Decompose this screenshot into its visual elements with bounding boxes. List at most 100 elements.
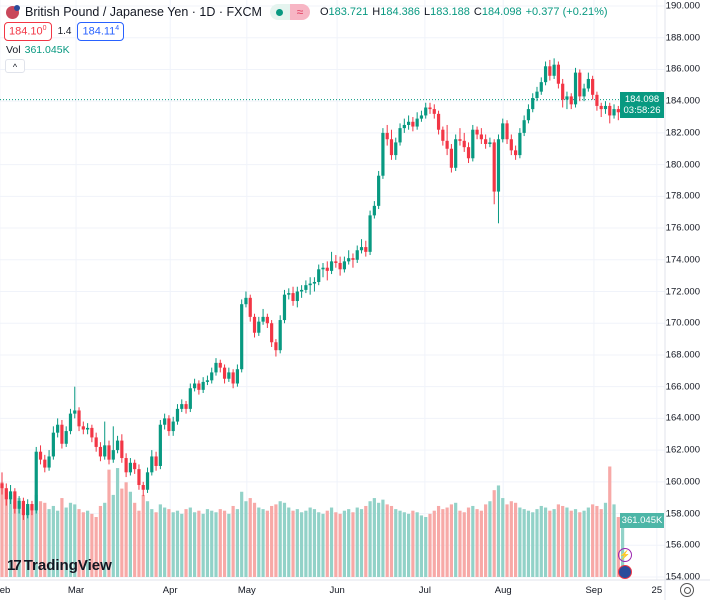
volume-bar <box>616 517 620 577</box>
price-tick-label: 184.000 <box>665 95 700 107</box>
close-value: 184.098 <box>481 6 522 18</box>
gbp-jpy-flag-icon <box>6 4 20 19</box>
volume-bar <box>257 507 261 577</box>
candle-body <box>98 446 103 457</box>
candle-body <box>612 109 616 116</box>
candle-body <box>329 261 334 271</box>
candle-body <box>599 105 603 110</box>
candle-body <box>133 462 137 470</box>
volume-bar <box>556 504 560 577</box>
tradingview-logo-mark: 17 <box>7 557 22 574</box>
volume-bar <box>317 512 321 577</box>
candle-body <box>26 504 30 516</box>
volume-bar <box>445 507 449 577</box>
settings-gear-icon[interactable] <box>680 583 694 597</box>
volume-bar <box>154 512 158 577</box>
volume-bar <box>586 507 590 577</box>
volume-bar <box>509 501 513 577</box>
lightning-icon[interactable]: ⚡ <box>618 548 632 562</box>
volume-bar <box>419 515 424 577</box>
collapse-legend-button[interactable]: ^ <box>5 59 25 73</box>
volume-bar <box>133 502 137 577</box>
candle-body <box>389 139 394 156</box>
volume-bar <box>543 507 548 577</box>
candle-body <box>287 293 291 295</box>
sell-price: 184.10 <box>9 25 43 38</box>
candle-body <box>488 142 492 144</box>
volume-bar <box>359 509 364 577</box>
volume-bar <box>261 509 265 577</box>
candle-body <box>244 297 248 305</box>
candle-body <box>34 451 38 511</box>
volume-bar <box>167 509 171 577</box>
sell-button[interactable]: 184.100 <box>4 22 52 41</box>
candle-body <box>522 120 526 133</box>
volume-bar <box>488 501 492 577</box>
volume-bar <box>466 507 471 577</box>
candle-body <box>347 258 351 262</box>
volume-bar <box>407 513 411 577</box>
candle-body <box>535 91 539 98</box>
candle-body <box>141 485 145 490</box>
volume-bar <box>158 504 162 577</box>
candle-body <box>428 107 432 110</box>
candle-body <box>454 139 458 168</box>
price-tick-label: 166.000 <box>665 381 700 393</box>
volume-bar <box>582 510 586 577</box>
candle-body <box>0 483 4 489</box>
time-tick-label: Sep <box>585 585 603 596</box>
volume-bar <box>304 510 308 577</box>
volume-bar <box>372 498 376 577</box>
volume-bar <box>377 502 381 577</box>
volume-bar <box>608 466 612 577</box>
volume-bar <box>34 494 38 577</box>
candle-body <box>338 262 342 270</box>
buy-button[interactable]: 184.114 <box>77 22 125 41</box>
price-tick-label: 178.000 <box>665 190 700 202</box>
volume-bar <box>355 507 359 577</box>
candle-body <box>321 267 325 270</box>
market-open-icon[interactable] <box>269 4 290 20</box>
tradingview-logo[interactable]: 17 TradingView <box>7 557 112 574</box>
volume-bar <box>137 510 141 577</box>
candle-body <box>282 294 287 321</box>
symbol-title[interactable]: British Pound / Japanese Yen · 1D · FXCM <box>25 5 262 19</box>
candle-body <box>158 424 162 466</box>
candle-body <box>556 64 560 84</box>
volume-bar <box>471 505 475 577</box>
price-tick-label: 176.000 <box>665 222 700 234</box>
candle-body <box>56 424 60 433</box>
price-tick-label: 158.000 <box>665 508 700 520</box>
price-tick-label: 162.000 <box>665 444 700 456</box>
spread-value: 1.4 <box>57 25 72 37</box>
close-label: C <box>473 6 482 18</box>
open-value: 183.721 <box>328 6 369 18</box>
volume-bar <box>475 509 479 577</box>
candle-body <box>445 140 449 149</box>
time-tick-label: Apr <box>162 585 178 596</box>
volume-bar <box>501 498 505 577</box>
candle-body <box>505 123 509 140</box>
volume-bar <box>111 494 115 577</box>
uk-flag-icon[interactable] <box>618 565 632 579</box>
approx-icon[interactable]: ≈ <box>289 4 310 20</box>
candle-body <box>402 124 406 129</box>
volume-legend: Vol 361.045K <box>6 44 70 56</box>
volume-bar <box>539 505 543 577</box>
volume-bar <box>573 509 578 577</box>
volume-bar <box>201 513 205 577</box>
candle-body <box>214 362 218 373</box>
buy-price: 184.11 <box>82 25 116 38</box>
volume-bar <box>193 512 197 577</box>
candle-body <box>81 426 85 430</box>
volume-bar <box>329 507 334 577</box>
candle-body <box>492 142 496 192</box>
low-label: L <box>423 6 431 18</box>
volume-bar <box>4 488 8 577</box>
volume-bar <box>454 502 458 577</box>
candle-body <box>94 437 98 447</box>
candle-body <box>471 129 475 159</box>
volume-bar <box>188 507 192 577</box>
candle-body <box>188 388 192 409</box>
